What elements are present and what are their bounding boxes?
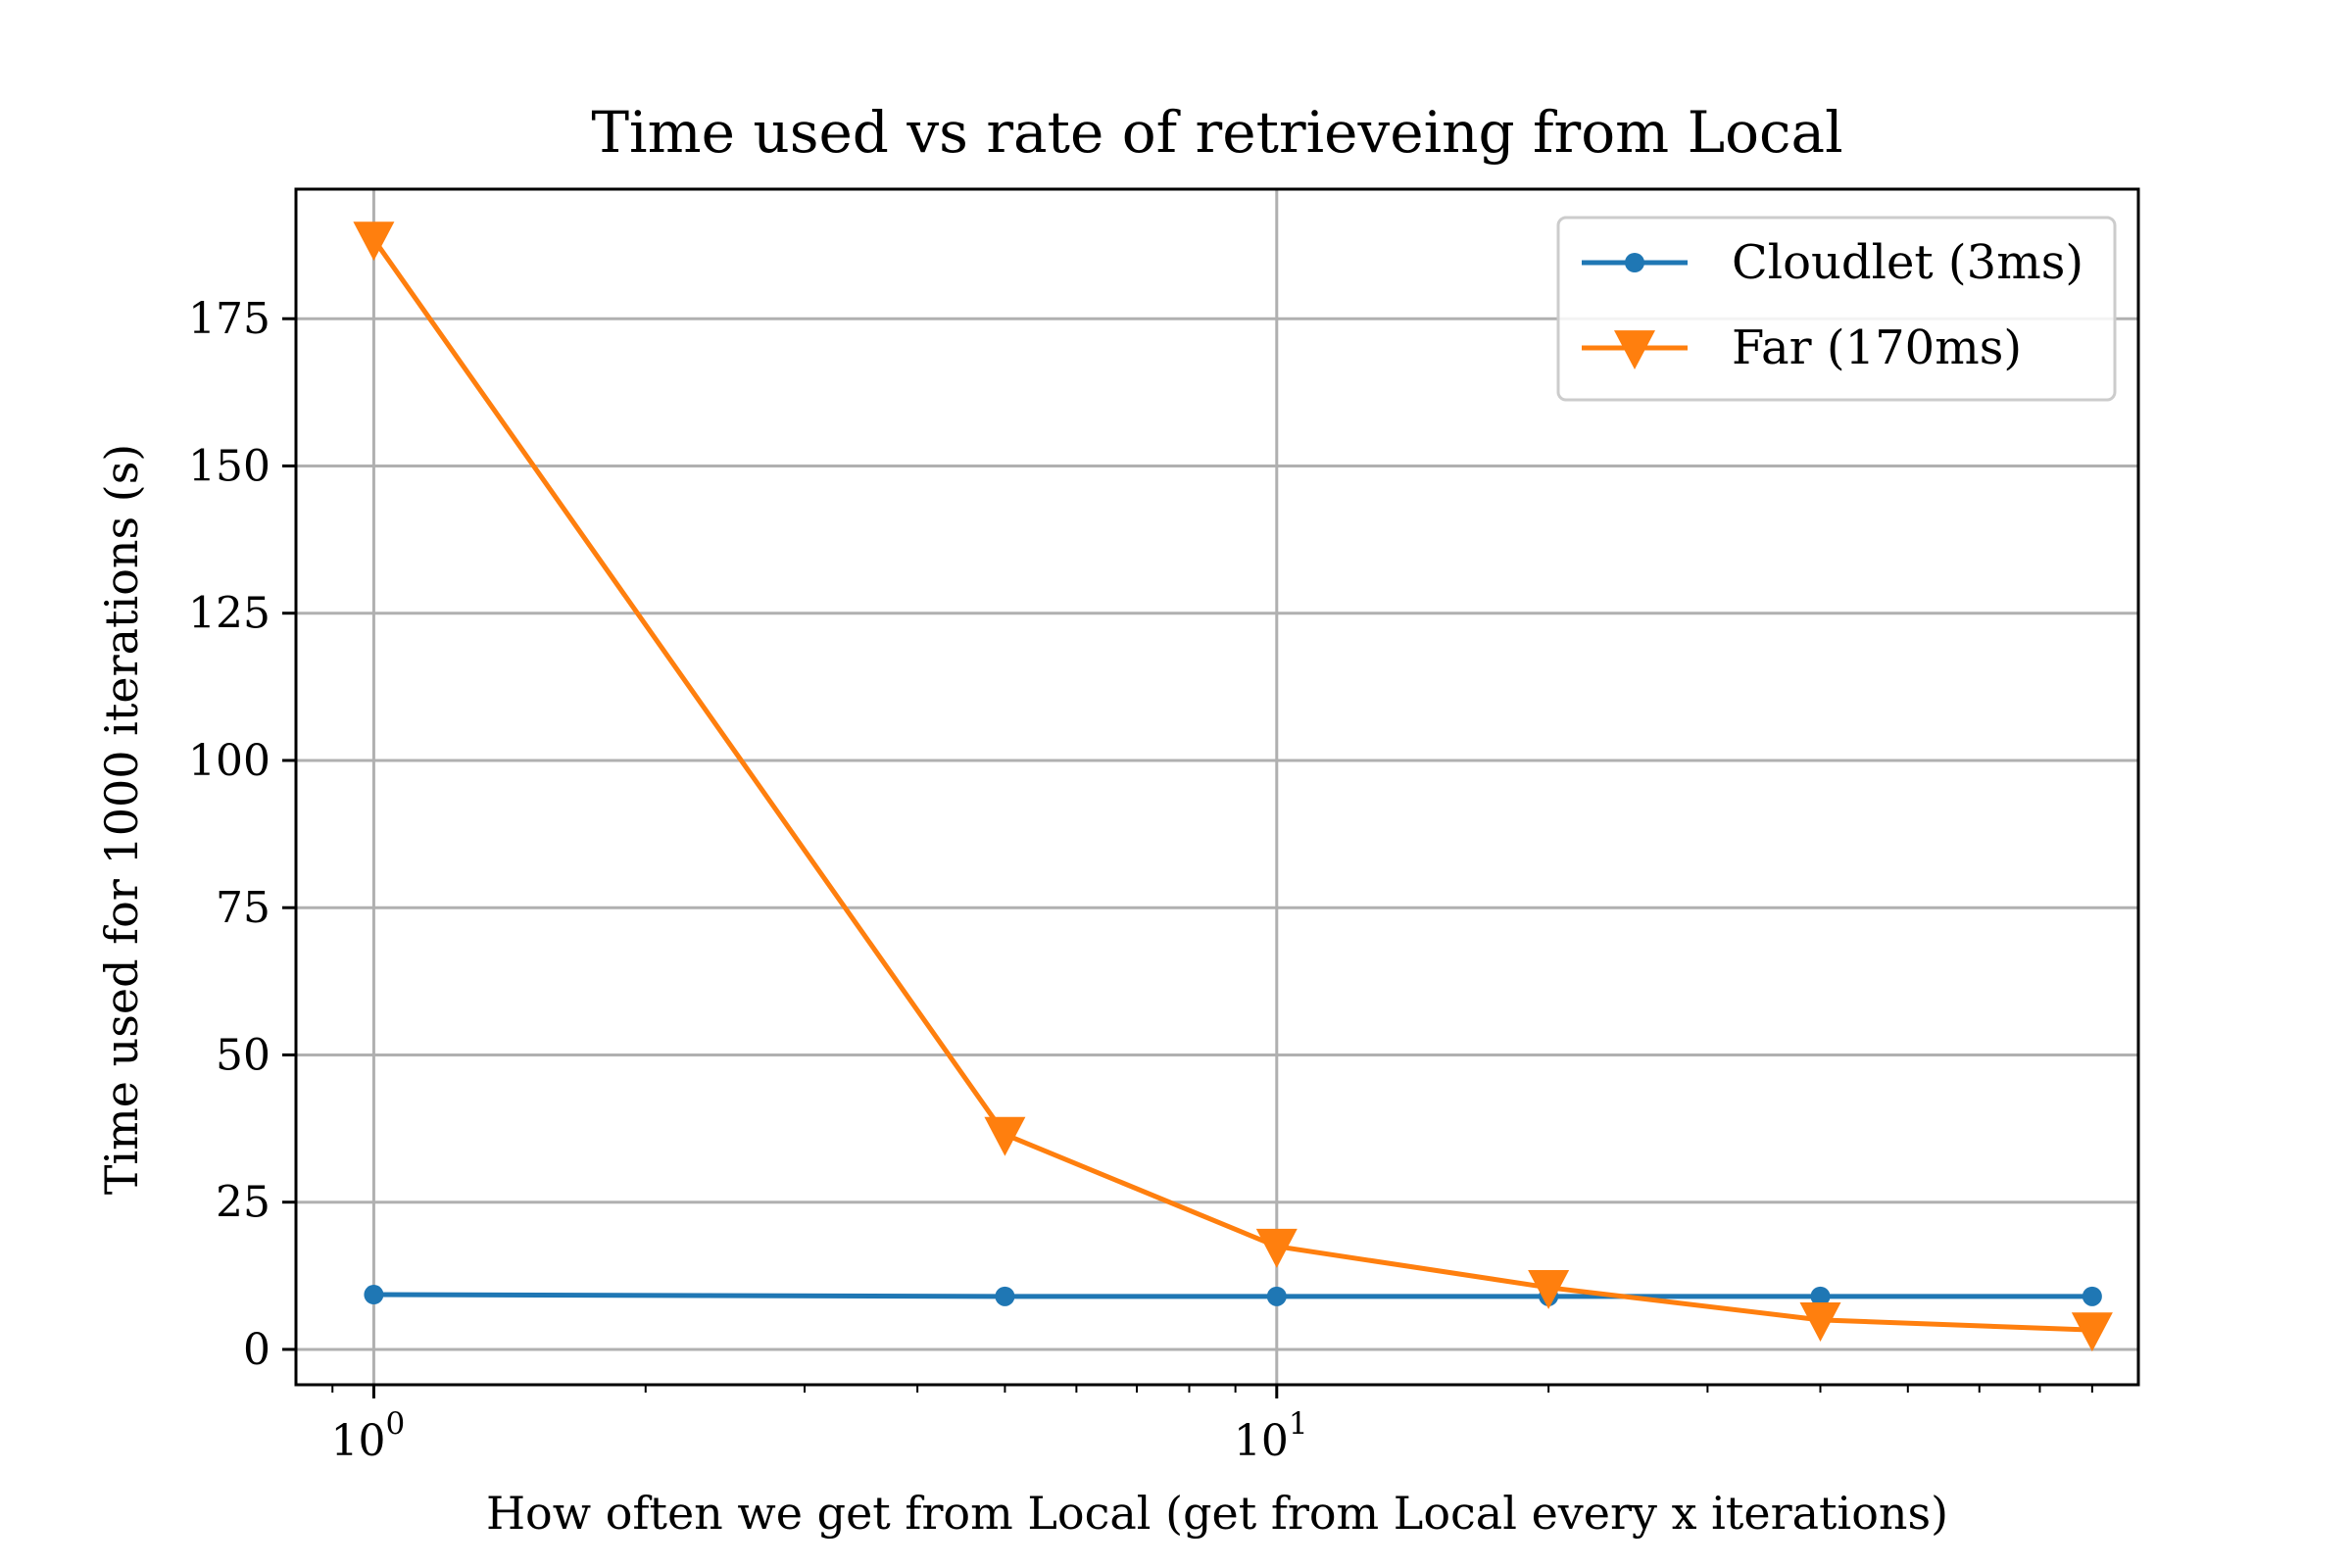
x-axis-label: How often we get from Local (get from Lo… <box>486 1487 1948 1540</box>
axes-frame <box>294 187 2140 1387</box>
series-1-point <box>2082 1286 2102 1306</box>
x-tick-label: 101 <box>1234 1406 1308 1466</box>
plot-area: 0 25 50 75 100 125 150 175 100 101 Cloudlet (3ms) F… <box>188 187 2140 1466</box>
y-tick-label: 25 <box>216 1178 270 1228</box>
series-2-point <box>1528 1269 1570 1309</box>
y-tick-label: 100 <box>188 736 270 786</box>
series-line-1 <box>373 1292 2092 1299</box>
series-line-2 <box>371 237 2092 1333</box>
legend-box <box>1556 216 2117 402</box>
legend-swatch-marker <box>1614 330 1655 370</box>
y-tick-label: 175 <box>188 294 270 344</box>
y-axis-label: Time used for 1000 iterations (s) <box>95 444 148 1195</box>
y-tick-label: 50 <box>216 1030 270 1080</box>
y-tick-label: 125 <box>188 589 270 639</box>
series-2-point <box>2071 1312 2113 1352</box>
y-tick-label: 0 <box>243 1325 270 1375</box>
series-1-point <box>1810 1286 1831 1306</box>
y-tick-label: 150 <box>188 441 270 491</box>
legend-swatch-marker <box>1625 253 1644 272</box>
y-tick-label: 75 <box>216 883 270 933</box>
legend: Cloudlet (3ms) Far (170ms) <box>1556 216 2117 402</box>
x-tick-label: 100 <box>331 1406 406 1466</box>
series-2-point <box>1799 1302 1841 1342</box>
legend-label: Cloudlet (3ms) <box>1732 235 2083 290</box>
series-1-point <box>1266 1286 1287 1306</box>
chart-title: Time used vs rate of retrieveing from Lo… <box>591 99 1842 166</box>
series-2-point <box>353 221 395 262</box>
series-1-point <box>364 1285 384 1305</box>
series-1-point <box>995 1286 1015 1306</box>
series-2-point <box>984 1116 1026 1156</box>
legend-label: Far (170ms) <box>1732 320 2022 375</box>
series-2-point <box>1255 1228 1298 1268</box>
